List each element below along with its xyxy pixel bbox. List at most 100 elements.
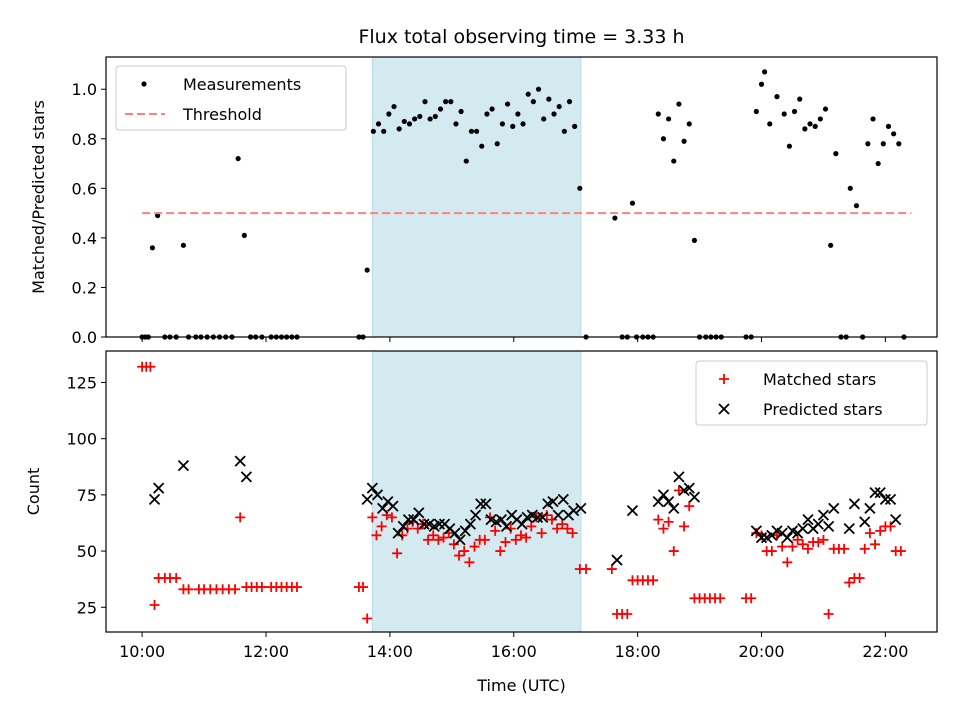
matched-stars-point bbox=[777, 541, 788, 552]
ratio-y-axis-title: Matched/Predicted stars bbox=[29, 100, 48, 294]
predicted-stars-point bbox=[387, 500, 399, 512]
matched-stars-point bbox=[438, 532, 449, 543]
y-tick-label: 100 bbox=[66, 430, 97, 449]
measurement-point bbox=[417, 113, 423, 120]
predicted-stars-point bbox=[688, 491, 701, 503]
matched-stars-point bbox=[870, 539, 881, 550]
measurement-point bbox=[510, 123, 516, 129]
measurement-point bbox=[691, 237, 698, 243]
predicted-stars-point bbox=[668, 502, 680, 514]
y-tick-label: 125 bbox=[66, 373, 97, 392]
matched-stars-point bbox=[668, 546, 679, 557]
matched-stars-point bbox=[844, 577, 855, 588]
measurement-point bbox=[880, 141, 886, 147]
ratio-legend: Measurements Threshold bbox=[115, 65, 347, 131]
predicted-stars-point bbox=[828, 502, 840, 514]
matched-stars-point bbox=[562, 523, 573, 534]
predicted-stars-point bbox=[859, 516, 871, 528]
matched-stars-point bbox=[885, 521, 896, 532]
measurement-point bbox=[660, 136, 667, 142]
predicted-stars-point bbox=[683, 482, 695, 494]
measurement-point bbox=[443, 99, 449, 105]
predicted-stars-point bbox=[626, 504, 639, 517]
measurement-point bbox=[655, 111, 661, 117]
measurement-point bbox=[463, 158, 469, 164]
matched-stars-point bbox=[479, 534, 490, 545]
matched-stars-point bbox=[362, 613, 373, 624]
y-tick-label: 0.8 bbox=[72, 130, 97, 149]
measurement-point bbox=[629, 200, 636, 206]
matched-stars-point bbox=[171, 573, 182, 584]
predicted-stars-point bbox=[611, 554, 623, 566]
measurement-point bbox=[473, 128, 480, 134]
measurement-point bbox=[479, 143, 485, 149]
matched-stars-point bbox=[505, 523, 516, 534]
measurement-point bbox=[753, 108, 759, 115]
matched-stars-point bbox=[490, 525, 501, 536]
measurement-point bbox=[551, 111, 557, 117]
matched-stars-point bbox=[230, 584, 241, 595]
matched-stars-point bbox=[895, 546, 906, 557]
matched-stars-point bbox=[567, 528, 578, 539]
predicted-stars-point bbox=[567, 504, 580, 517]
matched-stars-point bbox=[402, 523, 413, 534]
legend-box bbox=[115, 65, 347, 131]
predicted-stars-point bbox=[817, 509, 830, 521]
measurement-point bbox=[681, 138, 687, 144]
matched-stars-point bbox=[658, 523, 669, 534]
measurement-point bbox=[870, 116, 876, 122]
measurement-point bbox=[556, 103, 562, 110]
predicted-stars-point bbox=[537, 511, 549, 523]
matched-stars-point bbox=[546, 514, 557, 525]
measurement-point bbox=[546, 96, 552, 102]
measurement-point bbox=[802, 126, 808, 132]
measurement-point bbox=[758, 81, 765, 87]
matched-stars-point bbox=[500, 537, 511, 548]
predicted-stars-point bbox=[557, 493, 569, 506]
measurement-point bbox=[391, 103, 397, 110]
predicted-stars-point bbox=[433, 518, 446, 530]
matched-stars-point bbox=[464, 557, 475, 568]
matched-stars-point bbox=[854, 573, 865, 584]
y-tick-label: 0.4 bbox=[72, 229, 97, 248]
measurement-point bbox=[364, 267, 370, 273]
matched-stars-point bbox=[875, 525, 886, 536]
legend-label: Matched stars bbox=[763, 370, 876, 389]
matched-stars-point bbox=[526, 521, 537, 532]
measurement-point bbox=[686, 121, 692, 127]
legend-predicted-swatch bbox=[718, 403, 730, 415]
ratio-marks bbox=[139, 69, 912, 340]
measurement-point bbox=[875, 160, 881, 167]
matched-stars-point bbox=[235, 512, 246, 523]
legend-matched-swatch bbox=[719, 374, 729, 384]
measurement-point bbox=[458, 108, 464, 115]
predicted-stars-point bbox=[153, 482, 165, 494]
matched-stars-point bbox=[392, 548, 403, 559]
measurement-point bbox=[671, 158, 677, 164]
matched-stars-point bbox=[581, 564, 592, 575]
y-tick-label: 0.2 bbox=[72, 278, 97, 297]
matched-stars-point bbox=[376, 521, 387, 532]
legend-measurement-swatch bbox=[141, 81, 147, 87]
predicted-stars-point bbox=[418, 518, 430, 530]
predicted-stars-point bbox=[377, 502, 389, 514]
predicted-stars-point bbox=[366, 482, 378, 494]
matched-stars-point bbox=[454, 550, 465, 561]
predicted-stars-point bbox=[475, 498, 487, 510]
y-tick-label: 0.6 bbox=[72, 179, 97, 198]
predicted-stars-point bbox=[454, 534, 466, 546]
predicted-stars-point bbox=[797, 522, 809, 535]
measurement-point bbox=[468, 128, 475, 134]
predicted-stars-point bbox=[848, 498, 861, 510]
matched-stars-point bbox=[367, 512, 378, 523]
measurement-point bbox=[577, 185, 583, 191]
predicted-stars-point bbox=[812, 518, 824, 530]
matched-stars-point bbox=[823, 609, 834, 620]
observing-window-shade bbox=[372, 57, 581, 337]
matched-stars-point bbox=[552, 523, 563, 534]
measurement-point bbox=[566, 99, 573, 105]
predicted-stars-point bbox=[750, 525, 762, 537]
predicted-stars-point bbox=[148, 493, 161, 506]
predicted-stars-point bbox=[755, 531, 768, 544]
matched-stars-point bbox=[371, 530, 382, 541]
